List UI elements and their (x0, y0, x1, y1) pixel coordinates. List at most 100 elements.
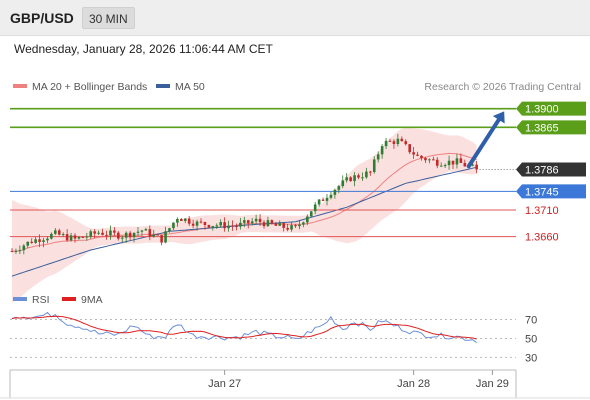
chart-header: GBP/USD 30 MIN (0, 0, 590, 36)
candle-body (447, 160, 451, 166)
candle-body (376, 154, 380, 160)
candle-body (254, 218, 258, 222)
candle-body (38, 239, 41, 242)
rsi-tick-70: 70 (525, 314, 537, 326)
candle-body (69, 235, 73, 241)
candle-body (392, 141, 396, 145)
x-tick-label: Jan 29 (476, 378, 509, 390)
candle-body (65, 234, 69, 241)
candle-body (215, 225, 219, 227)
candle-body (14, 250, 18, 252)
rsi-panel: 70 50 30 (10, 311, 537, 364)
candle-body (168, 228, 171, 232)
candle-body (61, 234, 65, 236)
candle-body (136, 231, 140, 233)
last-price-label: 1.3786 (525, 164, 559, 176)
price-panel: 1.3900 1.3865 1.3745 1.3710 1.3660 1.3786 (10, 101, 586, 303)
candle-body (105, 234, 108, 236)
candle-body (152, 234, 156, 237)
level-label-1-3865: 1.3865 (525, 122, 559, 134)
candle-body (400, 138, 404, 142)
forecast-arrow-head (492, 111, 505, 124)
candle-body (432, 159, 435, 161)
candle-body (313, 204, 317, 212)
candle-body (54, 230, 57, 234)
research-credit: Research © 2026 Trading Central (424, 81, 581, 93)
candle-body (435, 159, 439, 166)
candle-body (408, 144, 411, 153)
candle-body (180, 218, 183, 221)
candle-body (10, 251, 14, 253)
candle-body (203, 222, 207, 226)
level-tag-1-3745 (516, 184, 586, 199)
chart-datetime: Wednesday, January 28, 2026 11:06:44 AM … (14, 42, 273, 56)
candle-body (365, 171, 368, 178)
candle-body (424, 158, 427, 161)
candle-body (140, 230, 144, 232)
candle-body (18, 250, 22, 252)
candle-body (172, 222, 175, 229)
rsi-legend-swatch (13, 297, 27, 301)
rsi-tick-30: 30 (525, 352, 537, 364)
candle-body (77, 237, 81, 239)
candle-body (455, 158, 459, 165)
candle-body (176, 218, 179, 223)
candle-body (270, 220, 274, 224)
candle-body (26, 241, 30, 246)
timeframe-button[interactable]: 30 MIN (82, 7, 135, 29)
candle-body (101, 232, 104, 235)
candle-body (294, 225, 297, 227)
candle-body (357, 175, 360, 178)
candle-body (156, 234, 159, 236)
candle-body (380, 146, 384, 155)
candle-body (321, 199, 325, 201)
candle-body (42, 240, 45, 242)
candle-body (243, 220, 246, 223)
candle-body (349, 177, 352, 182)
x-tick-label: Jan 27 (208, 378, 241, 390)
forecast-arrow-shaft (466, 117, 501, 169)
rsi-legend-label: RSI (32, 294, 50, 306)
candle-body (388, 140, 392, 142)
ma20-legend-label: MA 20 + Bollinger Bands (32, 81, 147, 93)
candle-body (317, 199, 321, 205)
candle-body (290, 225, 293, 230)
candle-body (89, 231, 93, 237)
candle-body (57, 230, 61, 235)
candle-body (369, 171, 372, 173)
candle-body (262, 222, 266, 227)
candle-body (81, 237, 85, 239)
level-tag-1-3900 (516, 101, 586, 116)
bollinger-band (12, 127, 477, 303)
candle-body (113, 230, 116, 233)
symbol-label: GBP/USD (10, 10, 74, 26)
candle-body (219, 222, 222, 226)
candle-body (416, 154, 419, 156)
candle-body (451, 160, 455, 165)
rsi-ma9-line (11, 315, 477, 340)
candle-body (420, 155, 423, 159)
candle-body (93, 231, 96, 234)
candle-body (199, 221, 203, 223)
candle-body (439, 165, 443, 167)
candle-body (286, 227, 289, 230)
candle-body (250, 221, 254, 224)
candle-body (274, 223, 278, 226)
ma9-legend-label: 9MA (81, 294, 103, 306)
level-tag-1-3865 (516, 120, 586, 135)
level-label-1-3660: 1.3660 (525, 232, 559, 244)
candle-body (372, 159, 376, 173)
candle-body (258, 218, 262, 223)
candle-body (404, 141, 408, 145)
level-label-1-3710: 1.3710 (525, 205, 559, 217)
candle-body (341, 180, 345, 187)
candle-body (361, 177, 364, 179)
rsi-line (11, 311, 477, 344)
candle-body (463, 162, 467, 167)
candle-body (329, 194, 333, 198)
candle-body (46, 238, 49, 241)
candle-body (227, 225, 230, 229)
candle-body (30, 241, 33, 243)
candle-body (278, 223, 282, 226)
